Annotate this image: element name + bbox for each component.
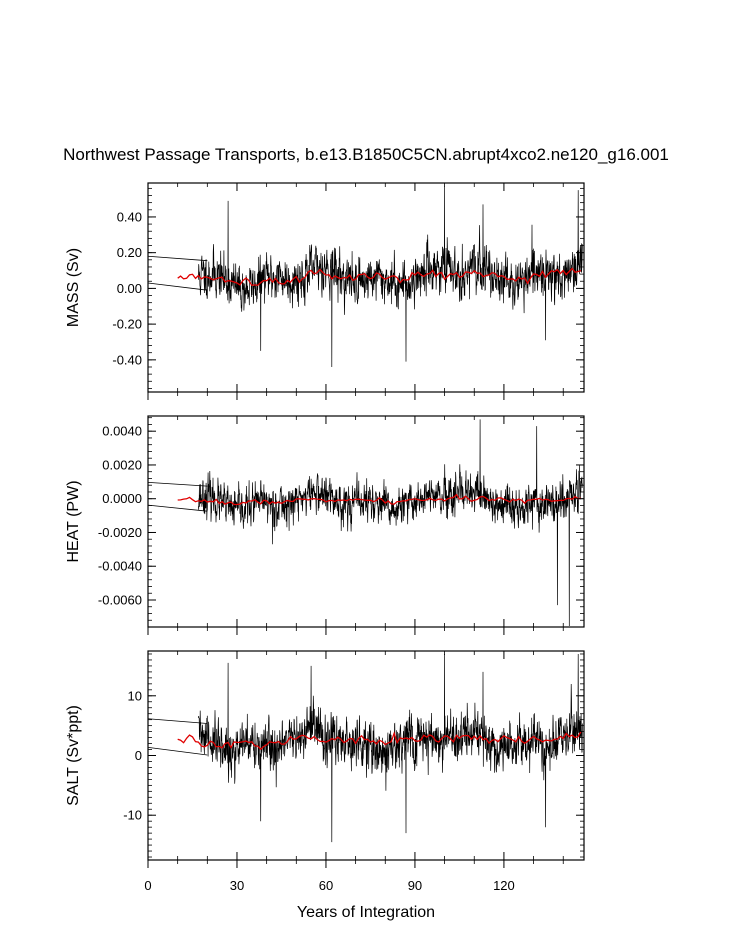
salt-panel: -10 0 10 SALT (Sv*ppt) 0 30 60 90 120 bbox=[65, 650, 585, 893]
mass-initial-segment bbox=[147, 255, 208, 291]
chart-title: Northwest Passage Transports, b.e13.B185… bbox=[63, 145, 669, 164]
heat-y-tick-label: -0.0060 bbox=[98, 592, 142, 607]
mass-y-tick-label: 0.20 bbox=[117, 245, 142, 260]
mass-y-tick-label: 0.00 bbox=[117, 281, 142, 296]
mass-y-tick-label: 0.40 bbox=[117, 209, 142, 224]
heat-y-tick-label: -0.0020 bbox=[98, 525, 142, 540]
mass-y-axis-label: MASS (Sv) bbox=[65, 248, 82, 327]
mass-y-tick-label: -0.40 bbox=[112, 352, 142, 367]
heat-initial-segment bbox=[147, 481, 208, 512]
mass-smoothed-series-line bbox=[177, 267, 582, 287]
salt-y-tick-label: -10 bbox=[123, 808, 142, 823]
salt-smoothed-series-line bbox=[177, 731, 582, 751]
heat-monthly-series-line bbox=[198, 419, 583, 627]
mass-y-tick-label: -0.20 bbox=[112, 317, 142, 332]
heat-y-tick-label: 0.0040 bbox=[102, 424, 142, 439]
x-tick-label: 0 bbox=[144, 878, 151, 893]
x-tick-label: 30 bbox=[230, 878, 244, 893]
mass-plot-frame bbox=[147, 182, 585, 393]
x-tick-label: 120 bbox=[493, 878, 515, 893]
heat-smoothed-series-line bbox=[177, 493, 582, 506]
x-tick-label: 60 bbox=[319, 878, 333, 893]
salt-y-axis-label: SALT (Sv*ppt) bbox=[65, 705, 82, 806]
mass-panel: -0.40 -0.20 0.00 0.20 0.40 MASS (Sv) bbox=[65, 182, 585, 400]
heat-plot-frame bbox=[147, 415, 585, 628]
heat-panel: -0.0060 -0.0040 -0.0020 0.0000 0.0020 0.0040 H… bbox=[65, 415, 585, 635]
salt-y-tick-label: 0 bbox=[135, 748, 142, 763]
x-tick-label: 90 bbox=[408, 878, 422, 893]
salt-monthly-series-line bbox=[198, 653, 583, 843]
mass-monthly-series-line bbox=[198, 186, 583, 368]
heat-y-tick-label: -0.0040 bbox=[98, 559, 142, 574]
x-axis-label: Years of Integration bbox=[297, 904, 435, 921]
salt-y-tick-label: 10 bbox=[128, 688, 142, 703]
salt-initial-segment bbox=[147, 718, 208, 756]
heat-y-tick-label: 0.0020 bbox=[102, 457, 142, 472]
heat-y-axis-label: HEAT (PW) bbox=[65, 480, 82, 562]
heat-y-tick-label: 0.0000 bbox=[102, 491, 142, 506]
